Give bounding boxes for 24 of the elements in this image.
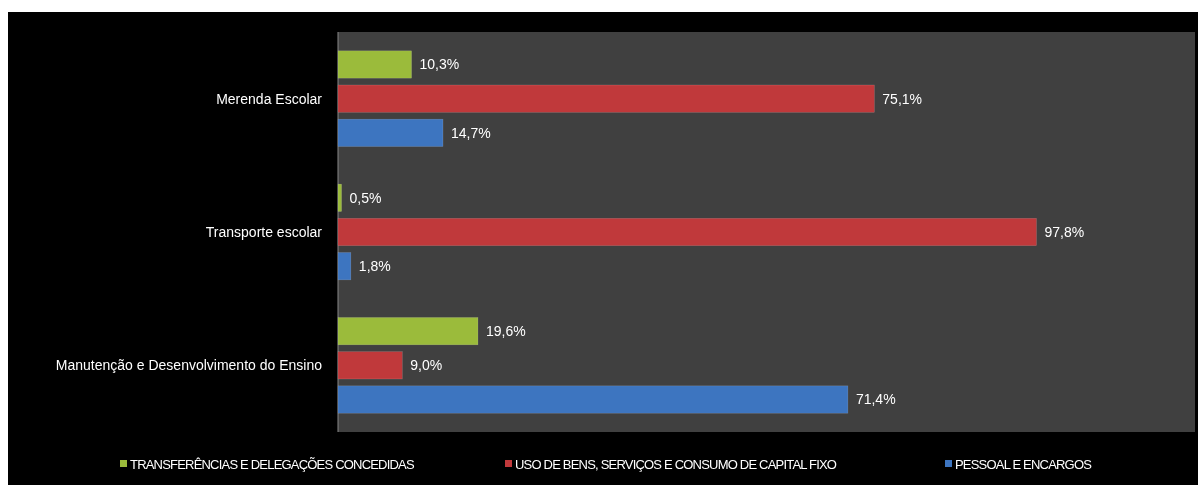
data-label: 9,0% bbox=[410, 357, 443, 374]
bar bbox=[337, 351, 403, 380]
data-label: 71,4% bbox=[855, 391, 896, 408]
data-label: 75,1% bbox=[882, 90, 923, 107]
bar bbox=[337, 317, 479, 346]
data-label: 1,8% bbox=[358, 258, 391, 275]
bar bbox=[337, 84, 875, 113]
y-tick-label: Transporte escolar bbox=[205, 223, 323, 240]
legend-label: PESSOAL E ENCARGOS bbox=[955, 456, 1093, 472]
data-label: 97,8% bbox=[1044, 223, 1085, 240]
data-label: 0,5% bbox=[349, 189, 382, 206]
data-label: 14,7% bbox=[450, 124, 491, 141]
data-label: 19,6% bbox=[485, 323, 526, 340]
y-tick-label: Merenda Escolar bbox=[216, 90, 323, 107]
data-label: 10,3% bbox=[419, 56, 460, 73]
bar bbox=[337, 50, 412, 79]
legend-label: TRANSFERÊNCIAS E DELEGAÇÕES CONCEDIDAS bbox=[130, 456, 415, 472]
bar bbox=[337, 252, 352, 281]
bar bbox=[337, 183, 342, 212]
y-tick-label: Manutenção e Desenvolvimento do Ensino bbox=[55, 357, 323, 374]
bar bbox=[337, 118, 444, 147]
bar bbox=[337, 385, 849, 414]
bar bbox=[337, 218, 1037, 246]
legend-label: USO DE BENS, SERVIÇOS E CONSUMO DE CAPITAL FIXO bbox=[515, 456, 837, 472]
